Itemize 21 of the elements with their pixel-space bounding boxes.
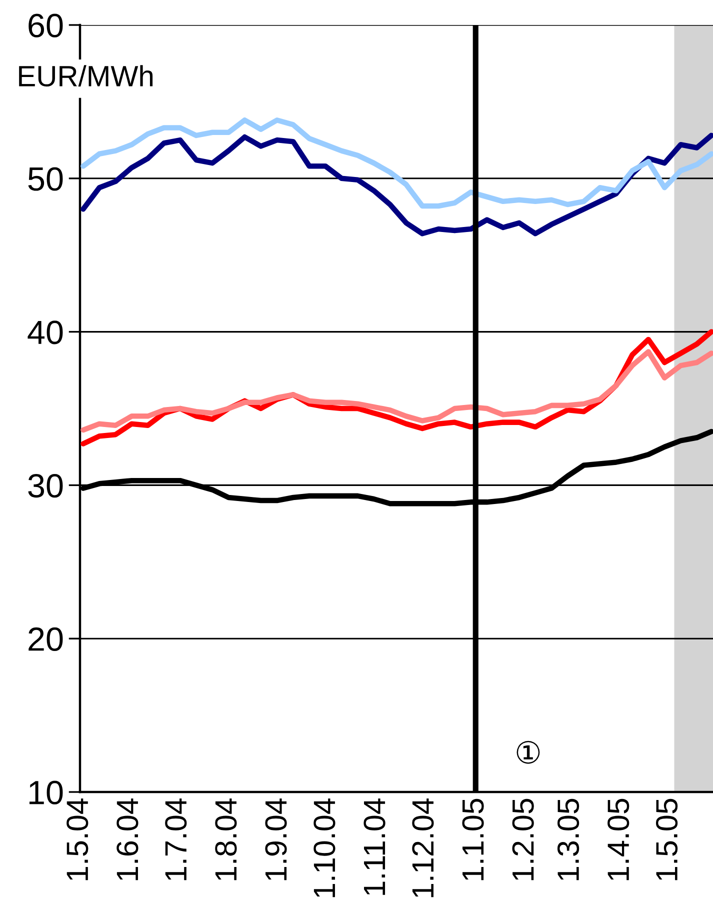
x-tick-label: 1.4.05 — [608, 798, 630, 880]
y-tick-label: 10 — [29, 780, 63, 804]
x-tick-label: 1.3.05 — [557, 798, 580, 880]
x-tick-label: 1.5.04 — [66, 798, 88, 880]
x-tick-label: 1.11.04 — [364, 798, 386, 895]
x-tick-label: 1.2.05 — [512, 798, 534, 880]
x-tick-label: 1.9.04 — [265, 798, 287, 880]
y-tick-label: 40 — [28, 320, 63, 344]
ref-line-label: ① — [516, 740, 540, 764]
x-tick-label: 1.1.05 — [462, 798, 484, 880]
y-tick-label: 20 — [28, 627, 63, 652]
x-tick-label: 1.6.04 — [116, 798, 138, 880]
x-tick-label: 1.5.05 — [656, 798, 678, 880]
x-tick-label: 1.12.04 — [412, 798, 434, 898]
y-tick-label: 60 — [28, 14, 63, 38]
x-tick-label: 1.8.04 — [215, 798, 237, 880]
y-tick-label: 50 — [28, 167, 63, 191]
y-tick-label: 30 — [28, 474, 63, 498]
x-tick-label: 1.7.04 — [165, 798, 187, 880]
y-axis-title: EUR/MWh — [19, 65, 153, 87]
x-tick-label: 1.10.04 — [314, 798, 336, 898]
